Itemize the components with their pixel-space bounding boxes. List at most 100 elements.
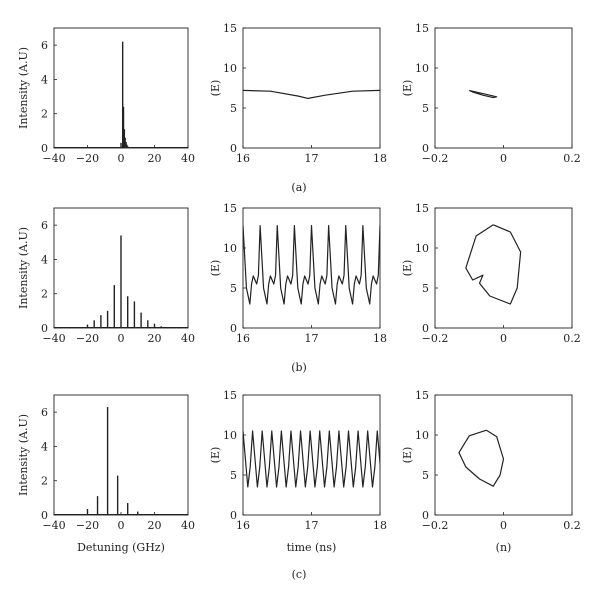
y-tick-label: 6 bbox=[41, 406, 48, 419]
spectral-line bbox=[140, 312, 142, 328]
x-tick-label: 16 bbox=[236, 332, 250, 345]
row-caption-c: (c) bbox=[292, 568, 307, 581]
row-caption-a: (a) bbox=[291, 181, 306, 194]
series-line bbox=[243, 89, 380, 100]
x-tick-label: 16 bbox=[236, 519, 250, 532]
spectral-line bbox=[96, 496, 99, 515]
spectral-line bbox=[122, 106, 125, 148]
spectral-line bbox=[127, 503, 129, 515]
y-tick-label: 10 bbox=[415, 62, 429, 75]
y-tick-label: 6 bbox=[41, 219, 48, 232]
x-tick-label: −0.2 bbox=[422, 152, 449, 165]
data-layer bbox=[468, 89, 498, 99]
x-tick-label: −20 bbox=[76, 332, 99, 345]
x-tick-label: 0.2 bbox=[563, 152, 581, 165]
y-tick-label: 2 bbox=[41, 108, 48, 121]
y-tick-label: 4 bbox=[41, 253, 48, 266]
x-tick-label: 0 bbox=[118, 519, 125, 532]
y-axis-label: (E) bbox=[401, 80, 414, 97]
plot-frame bbox=[242, 394, 381, 516]
y-tick-label: 10 bbox=[415, 242, 429, 255]
panel-a-spectrum: −40 −20 0 20 40 0 2 4 6 Intensity (A.U) bbox=[17, 27, 195, 165]
y-tick-label: 2 bbox=[41, 475, 48, 488]
spectral-line bbox=[106, 310, 109, 328]
spectral-line bbox=[153, 323, 156, 328]
panel-a-time: 16 17 18 0 5 10 15 (E) bbox=[209, 22, 387, 165]
y-tick-label: 5 bbox=[230, 102, 237, 115]
data-layer bbox=[458, 429, 505, 487]
row-caption-b: (b) bbox=[291, 361, 307, 374]
y-axis-label: (E) bbox=[401, 447, 414, 464]
x-axis-label: Detuning (GHz) bbox=[77, 541, 165, 554]
y-tick-label: 5 bbox=[422, 469, 429, 482]
x-axis-label: (n) bbox=[496, 541, 512, 554]
spectral-line bbox=[100, 315, 102, 328]
series-line bbox=[465, 224, 522, 305]
plot-frame bbox=[242, 27, 381, 149]
series-line bbox=[468, 89, 498, 99]
spectral-line bbox=[120, 142, 122, 148]
x-tick-label: 0 bbox=[500, 519, 507, 532]
spectral-line bbox=[93, 320, 95, 328]
spectral-line bbox=[113, 285, 115, 328]
x-tick-label: 20 bbox=[148, 332, 162, 345]
x-tick-label: −0.2 bbox=[422, 519, 449, 532]
x-tick-label: −20 bbox=[76, 152, 99, 165]
series-line bbox=[243, 430, 380, 488]
x-tick-label: 40 bbox=[181, 519, 195, 532]
y-tick-label: 10 bbox=[223, 242, 237, 255]
data-layer bbox=[54, 235, 188, 328]
y-tick-label: 15 bbox=[415, 389, 429, 402]
x-tick-label: 20 bbox=[148, 519, 162, 532]
spectral-line bbox=[137, 511, 139, 515]
x-tick-label: 40 bbox=[181, 152, 195, 165]
x-tick-label: 0 bbox=[500, 152, 507, 165]
panel-b-spectrum: −40 −20 0 20 40 0 2 4 6 Intensity (A.U) bbox=[17, 207, 195, 345]
y-tick-label: 0 bbox=[230, 509, 237, 522]
x-tick-label: 18 bbox=[373, 152, 387, 165]
data-layer bbox=[54, 41, 188, 148]
plot-frame bbox=[53, 27, 189, 149]
spectral-line bbox=[147, 320, 149, 328]
spectral-line bbox=[120, 235, 122, 328]
spectral-line bbox=[106, 407, 109, 515]
x-tick-label: −40 bbox=[42, 152, 65, 165]
y-tick-label: 0 bbox=[422, 322, 429, 335]
y-tick-label: 0 bbox=[230, 142, 237, 155]
data-layer bbox=[465, 224, 522, 305]
y-tick-label: 0 bbox=[230, 322, 237, 335]
y-tick-label: 6 bbox=[41, 39, 48, 52]
plot-frame bbox=[53, 394, 189, 516]
data-layer bbox=[243, 430, 380, 488]
y-axis-label: (E) bbox=[209, 447, 222, 464]
x-axis-label: time (ns) bbox=[287, 541, 337, 554]
plot-frame bbox=[434, 27, 573, 149]
y-tick-label: 10 bbox=[223, 429, 237, 442]
y-tick-label: 2 bbox=[41, 288, 48, 301]
spectral-line bbox=[127, 296, 129, 328]
spectral-line bbox=[116, 475, 119, 515]
spectral-line bbox=[86, 324, 89, 328]
series-line bbox=[458, 429, 505, 487]
y-tick-label: 5 bbox=[422, 102, 429, 115]
x-tick-label: 18 bbox=[373, 519, 387, 532]
x-tick-label: 16 bbox=[236, 152, 250, 165]
y-axis-label: (E) bbox=[209, 80, 222, 97]
y-tick-label: 5 bbox=[230, 469, 237, 482]
y-axis-label: Intensity (A.U) bbox=[17, 414, 30, 496]
y-axis-label: (E) bbox=[401, 260, 414, 277]
y-axis-label: Intensity (A.U) bbox=[17, 47, 30, 129]
data-layer bbox=[243, 89, 380, 100]
y-tick-label: 5 bbox=[422, 282, 429, 295]
y-tick-label: 4 bbox=[41, 73, 48, 86]
y-axis-label: Intensity (A.U) bbox=[17, 227, 30, 309]
x-tick-label: 18 bbox=[373, 332, 387, 345]
data-layer bbox=[243, 225, 380, 305]
x-tick-label: 17 bbox=[305, 332, 319, 345]
panel-c-time: 16 17 18 0 5 10 15 (E) time (ns) bbox=[209, 389, 387, 554]
y-tick-label: 15 bbox=[223, 389, 237, 402]
